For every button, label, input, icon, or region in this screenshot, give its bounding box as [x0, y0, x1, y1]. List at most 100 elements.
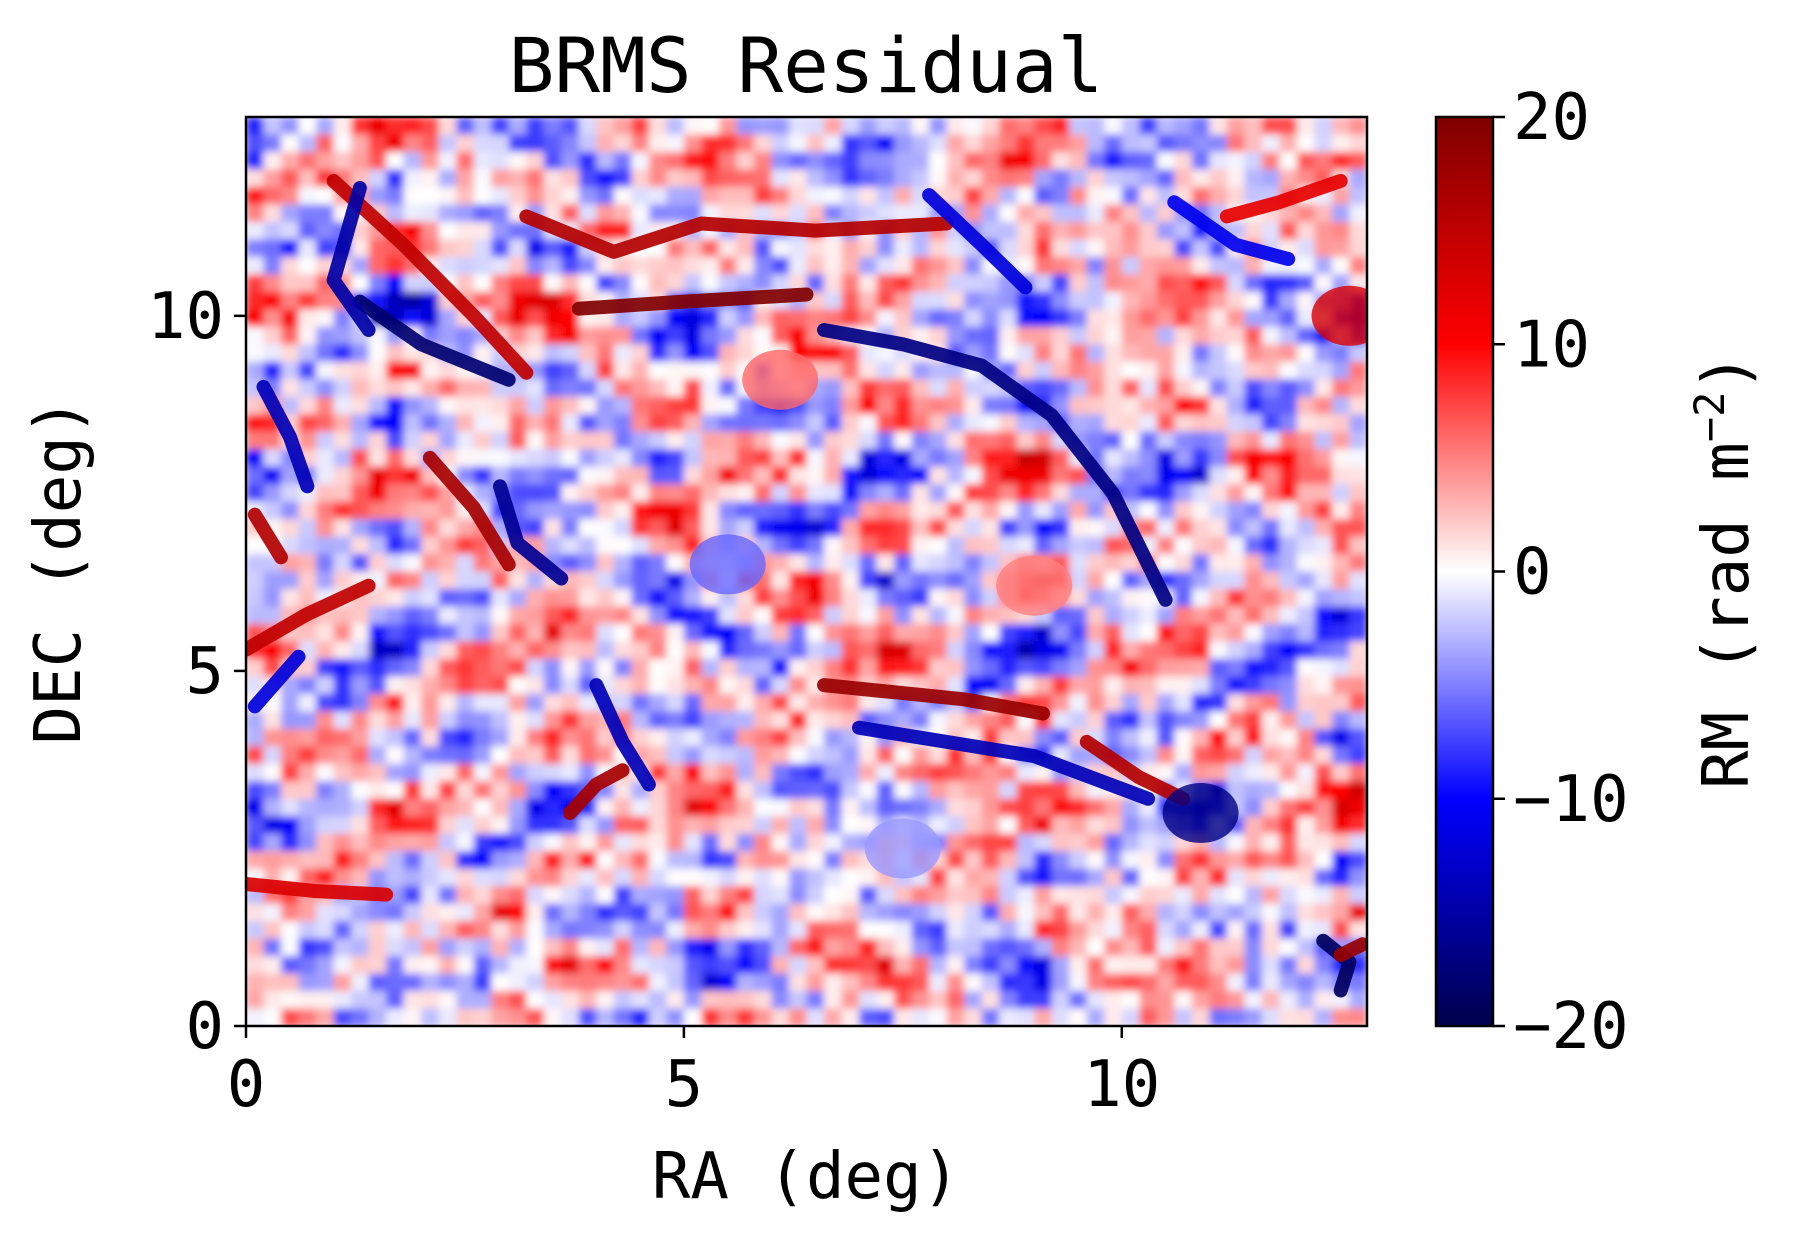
heatmap-cell: [666, 623, 685, 643]
heatmap-cell: [263, 921, 282, 940]
heatmap-cell: [1191, 973, 1210, 992]
heatmap-cell: [1121, 1008, 1140, 1026]
heatmap-cell: [666, 938, 685, 957]
heatmap-cell: [701, 903, 720, 922]
heatmap-cell: [911, 711, 930, 730]
heatmap-cell: [298, 431, 317, 450]
heatmap-cell: [491, 816, 510, 835]
heatmap-cell: [526, 711, 545, 730]
heatmap-cell: [964, 781, 983, 800]
heatmap-cell: [753, 501, 773, 520]
heatmap-cell: [368, 274, 387, 293]
heatmap-cell: [1156, 641, 1175, 660]
heatmap-cell: [473, 781, 492, 800]
heatmap-cell: [736, 921, 755, 940]
heatmap-cell: [1121, 361, 1140, 380]
heatmap-cell: [736, 763, 755, 782]
heatmap-cell: [718, 606, 738, 625]
heatmap-cell: [368, 746, 387, 765]
heatmap-cell: [403, 973, 422, 992]
heatmap-cell: [1191, 588, 1210, 608]
heatmap-cell: [648, 1008, 667, 1026]
heatmap-cell: [491, 921, 510, 940]
heatmap-cell: [806, 816, 825, 835]
heatmap-cell: [1104, 204, 1123, 223]
heatmap-cell: [281, 519, 300, 538]
heatmap-cell: [824, 746, 843, 765]
heatmap-cell: [1261, 938, 1281, 957]
heatmap-cell: [1349, 903, 1367, 922]
heatmap-cell: [981, 326, 1000, 345]
heatmap-cell: [718, 431, 738, 450]
heatmap-cell: [1261, 833, 1281, 852]
heatmap-cell: [351, 816, 370, 835]
heatmap-cell: [403, 921, 422, 940]
heatmap-cell: [386, 274, 405, 293]
heatmap-cell: [246, 676, 265, 695]
heatmap-cell: [806, 449, 825, 468]
heatmap-cell: [1121, 728, 1140, 747]
heatmap-cell: [999, 886, 1018, 905]
heatmap-cell: [1244, 956, 1263, 975]
heatmap-cell: [368, 938, 387, 957]
heatmap-cell: [1314, 466, 1333, 485]
heatmap-cell: [946, 431, 965, 450]
heatmap-cell: [1034, 449, 1053, 468]
heatmap-cell: [1296, 414, 1316, 433]
heatmap-cell: [1139, 956, 1158, 975]
heatmap-cell: [1051, 693, 1070, 712]
heatmap-cell: [824, 256, 843, 275]
heatmap-cell: [894, 746, 913, 765]
heatmap-cell: [613, 134, 632, 153]
heatmap-cell: [403, 588, 422, 608]
heatmap-cell: [1121, 711, 1140, 730]
heatmap-cell: [1296, 851, 1316, 870]
heatmap-cell: [929, 816, 948, 835]
heatmap-cell: [456, 728, 475, 747]
heatmap-cell: [613, 641, 632, 660]
heatmap-cell: [386, 361, 405, 380]
heatmap-cell: [824, 956, 843, 975]
heatmap-cell: [386, 204, 405, 223]
heatmap-cell: [911, 991, 930, 1010]
heatmap-cell: [1156, 361, 1175, 380]
heatmap-cell: [1051, 326, 1070, 345]
heatmap-cell: [648, 396, 667, 415]
y-axis-label: DEC (deg): [22, 398, 96, 745]
heatmap-cell: [859, 658, 878, 677]
heatmap-cell: [824, 291, 843, 310]
heatmap-cell: [946, 291, 965, 310]
heatmap-cell: [1086, 886, 1105, 905]
heatmap-cell: [946, 711, 965, 730]
heatmap-cell: [368, 588, 387, 608]
heatmap-cell: [438, 903, 457, 922]
heatmap-cell: [351, 903, 370, 922]
heatmap-cell: [298, 204, 317, 223]
heatmap-cell: [246, 606, 265, 625]
heatmap-cell: [1156, 833, 1175, 852]
heatmap-cell: [964, 309, 983, 328]
heatmap-cell: [578, 256, 597, 275]
heatmap-cell: [718, 693, 738, 712]
heatmap-cell: [1349, 711, 1367, 730]
heatmap-cell: [648, 204, 667, 223]
heatmap-cell: [946, 396, 965, 415]
heatmap-cell: [859, 938, 878, 957]
heatmap-cell: [1244, 326, 1263, 345]
heatmap-cell: [298, 623, 317, 643]
heatmap-cell: [1139, 991, 1158, 1010]
heatmap-cell: [1139, 484, 1158, 503]
heatmap-cell: [526, 501, 545, 520]
heatmap-cell: [1331, 658, 1351, 677]
heatmap-cell: [561, 588, 580, 608]
heatmap-cell: [456, 414, 475, 433]
heatmap-cell: [824, 169, 843, 188]
heatmap-cell: [1296, 344, 1316, 363]
heatmap-cell: [543, 291, 562, 310]
heatmap-cell: [981, 851, 1000, 870]
heatmap-cell: [1034, 326, 1053, 345]
heatmap-cell: [1314, 239, 1333, 258]
heatmap-cell: [351, 554, 370, 573]
heatmap-cell: [1034, 151, 1053, 171]
heatmap-cell: [1016, 291, 1035, 310]
